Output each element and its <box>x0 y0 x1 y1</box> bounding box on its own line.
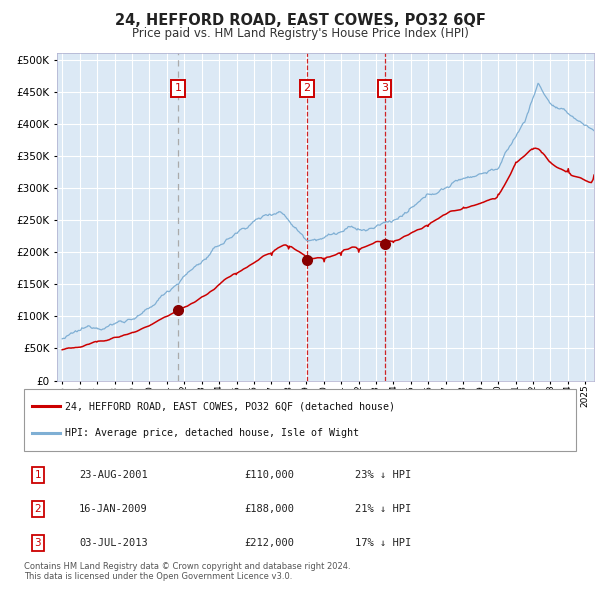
Text: 23% ↓ HPI: 23% ↓ HPI <box>355 470 412 480</box>
Text: Contains HM Land Registry data © Crown copyright and database right 2024.: Contains HM Land Registry data © Crown c… <box>24 562 350 571</box>
Text: 03-JUL-2013: 03-JUL-2013 <box>79 538 148 548</box>
Text: 21% ↓ HPI: 21% ↓ HPI <box>355 504 412 514</box>
Text: 23-AUG-2001: 23-AUG-2001 <box>79 470 148 480</box>
Text: 16-JAN-2009: 16-JAN-2009 <box>79 504 148 514</box>
Text: 1: 1 <box>175 83 181 93</box>
Text: 17% ↓ HPI: 17% ↓ HPI <box>355 538 412 548</box>
Text: This data is licensed under the Open Government Licence v3.0.: This data is licensed under the Open Gov… <box>24 572 292 581</box>
FancyBboxPatch shape <box>24 389 576 451</box>
Text: £188,000: £188,000 <box>245 504 295 514</box>
Text: 2: 2 <box>304 83 311 93</box>
Text: £212,000: £212,000 <box>245 538 295 548</box>
Text: £110,000: £110,000 <box>245 470 295 480</box>
Text: 2: 2 <box>34 504 41 514</box>
Text: HPI: Average price, detached house, Isle of Wight: HPI: Average price, detached house, Isle… <box>65 428 359 438</box>
Text: 3: 3 <box>34 538 41 548</box>
Text: 3: 3 <box>381 83 388 93</box>
Text: Price paid vs. HM Land Registry's House Price Index (HPI): Price paid vs. HM Land Registry's House … <box>131 27 469 40</box>
Text: 24, HEFFORD ROAD, EAST COWES, PO32 6QF: 24, HEFFORD ROAD, EAST COWES, PO32 6QF <box>115 13 485 28</box>
Text: 1: 1 <box>34 470 41 480</box>
Text: 24, HEFFORD ROAD, EAST COWES, PO32 6QF (detached house): 24, HEFFORD ROAD, EAST COWES, PO32 6QF (… <box>65 401 395 411</box>
